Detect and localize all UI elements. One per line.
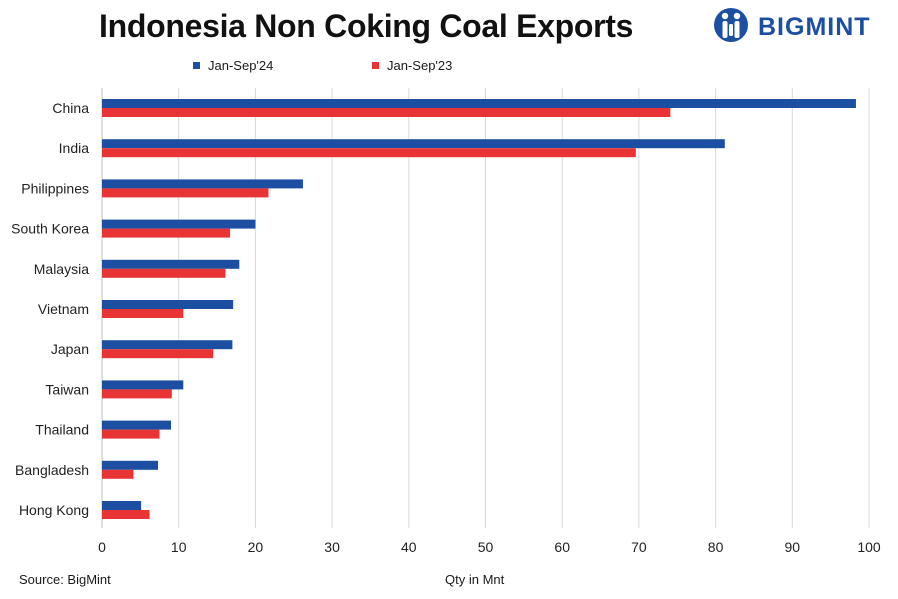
x-tick-label-100: 100 xyxy=(857,539,881,555)
category-label-japan: Japan xyxy=(51,341,89,357)
category-label-bangladesh: Bangladesh xyxy=(15,462,89,478)
bar-philippines-2023 xyxy=(102,188,269,198)
bar-philippines-2024 xyxy=(102,179,303,189)
bar-malaysia-2024 xyxy=(102,259,240,269)
bar-thailand-2024 xyxy=(102,420,172,430)
bar-taiwan-2023 xyxy=(102,389,172,399)
x-tick-label-0: 0 xyxy=(98,539,106,555)
bar-south-korea-2024 xyxy=(102,219,256,229)
source-note: Source: BigMint xyxy=(19,572,111,587)
bigmint-people-icon xyxy=(714,8,748,42)
bigmint-logo: BIGMINT xyxy=(713,3,893,47)
bar-bangladesh-2023 xyxy=(102,469,134,479)
legend-swatch-2023 xyxy=(372,62,379,69)
bigmint-wordmark: BIGMINT xyxy=(758,13,871,41)
x-axis-label: Qty in Mnt xyxy=(445,572,505,587)
bar-china-2024 xyxy=(102,99,856,108)
category-label-vietnam: Vietnam xyxy=(38,301,89,317)
x-tick-label-30: 30 xyxy=(324,539,340,555)
bar-hong-kong-2023 xyxy=(102,510,150,519)
bar-china-2023 xyxy=(102,108,671,117)
category-label-china: China xyxy=(52,100,89,116)
x-tick-label-70: 70 xyxy=(631,539,647,555)
bar-vietnam-2023 xyxy=(102,309,184,318)
category-label-taiwan: Taiwan xyxy=(45,381,89,397)
x-tick-label-60: 60 xyxy=(554,539,570,555)
x-tick-label-40: 40 xyxy=(401,539,417,555)
category-label-philippines: Philippines xyxy=(21,180,89,196)
bar-japan-2023 xyxy=(102,349,214,359)
bar-japan-2024 xyxy=(102,340,233,350)
legend-label-2024: Jan-Sep'24 xyxy=(208,58,274,73)
x-tick-label-50: 50 xyxy=(478,539,494,555)
category-label-hong-kong: Hong Kong xyxy=(19,502,89,518)
bar-vietnam-2024 xyxy=(102,300,234,309)
bar-malaysia-2023 xyxy=(102,268,226,278)
legend-item-2023: Jan-Sep'23 xyxy=(372,58,452,73)
bar-india-2023 xyxy=(102,148,636,158)
x-tick-label-80: 80 xyxy=(708,539,724,555)
x-tick-label-20: 20 xyxy=(248,539,264,555)
category-label-south-korea: South Korea xyxy=(11,221,89,237)
x-tick-label-10: 10 xyxy=(171,539,187,555)
legend-label-2023: Jan-Sep'23 xyxy=(387,58,453,73)
bar-south-korea-2023 xyxy=(102,228,231,238)
legend-item-2024: Jan-Sep'24 xyxy=(193,58,273,73)
legend: Jan-Sep'24 Jan-Sep'23 xyxy=(0,58,898,76)
x-tick-label-90: 90 xyxy=(785,539,801,555)
legend-swatch-2024 xyxy=(193,62,200,69)
category-label-malaysia: Malaysia xyxy=(34,261,89,277)
bar-thailand-2023 xyxy=(102,429,160,439)
bar-hong-kong-2024 xyxy=(102,501,142,510)
bar-bangladesh-2024 xyxy=(102,460,158,470)
bar-india-2024 xyxy=(102,139,725,149)
chart-title: Indonesia Non Coking Coal Exports xyxy=(99,8,634,44)
category-label-thailand: Thailand xyxy=(35,422,89,438)
bar-taiwan-2024 xyxy=(102,380,184,390)
category-label-india: India xyxy=(59,140,90,156)
